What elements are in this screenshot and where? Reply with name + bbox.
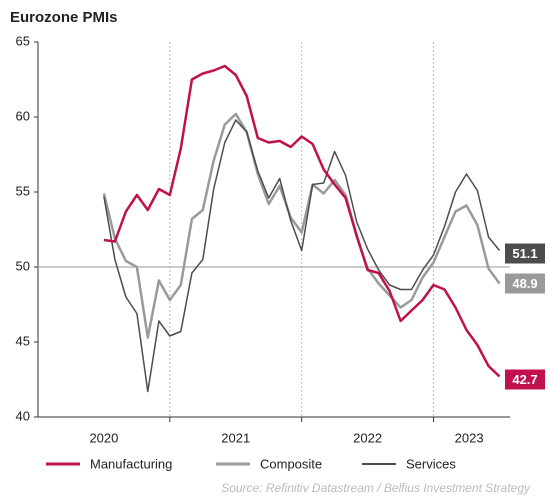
series-line [102, 112, 501, 339]
end-label: 51.1 [512, 246, 537, 261]
legend-label: Manufacturing [90, 456, 172, 471]
source: Source: Refinitiv Datastream / Belfius I… [221, 481, 531, 495]
y-tick-label: 50 [16, 258, 30, 273]
chart-title: Eurozone PMIs [10, 9, 118, 26]
x-tick-label: 2021 [221, 430, 250, 445]
end-label-box [505, 273, 545, 294]
end-label: 42.7 [512, 372, 537, 387]
y-tick-label: 45 [16, 333, 30, 348]
y-tick-label: 65 [16, 33, 30, 48]
end-label-box [505, 369, 545, 390]
y-tick-label: 60 [16, 108, 30, 123]
x-tick-label: 2020 [89, 430, 118, 445]
legend-label: Services [406, 456, 456, 471]
y-tick-label: 40 [16, 408, 30, 423]
legend-label: Composite [260, 456, 322, 471]
x-tick-label: 2023 [455, 430, 484, 445]
series-line [103, 64, 501, 378]
end-label-box [505, 243, 545, 264]
series-line [103, 119, 501, 393]
x-tick-label: 2022 [353, 430, 382, 445]
y-tick-label: 55 [16, 183, 30, 198]
end-label: 48.9 [512, 276, 537, 291]
